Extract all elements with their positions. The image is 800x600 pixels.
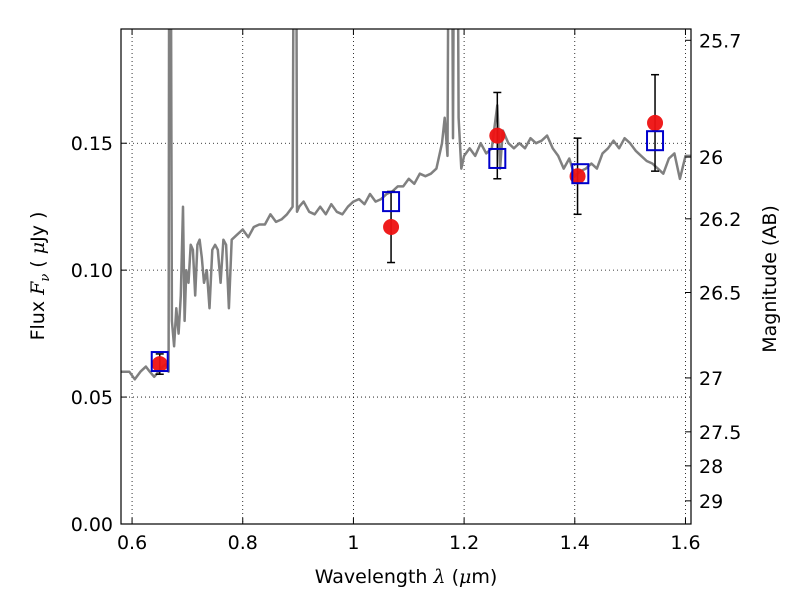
x-tick-label: 1.6 <box>670 532 700 554</box>
x-axis-label: Wavelength λ (μm) <box>315 566 498 588</box>
mag-tick-label: 26 <box>699 147 723 169</box>
x-tick-label: 1.2 <box>449 532 479 554</box>
y-axis-label: Flux Fν ( μJy ) <box>27 212 53 341</box>
x-tick-label: 1.4 <box>560 532 590 554</box>
mag-tick-label: 28 <box>699 456 723 478</box>
x-tick-label: 0.6 <box>117 532 147 554</box>
mag-tick-label: 29 <box>699 491 723 513</box>
x-tick-label: 1 <box>347 532 359 554</box>
y-tick-label: 0.00 <box>71 514 113 536</box>
model-flux-square <box>571 163 590 185</box>
x-tick-label: 0.8 <box>228 532 258 554</box>
mag-tick-label: 25.7 <box>699 30 741 52</box>
mag-tick-label: 27 <box>699 368 723 390</box>
observed-flux-point <box>569 168 586 185</box>
y-tick-label: 0.05 <box>71 387 113 409</box>
observed-flux-point <box>647 114 664 131</box>
y2-axis-label: Magnitude (AB) <box>759 205 781 353</box>
observed-flux-point <box>489 127 506 144</box>
observed-flux-point <box>383 219 400 235</box>
observed-flux-point <box>151 356 168 373</box>
model-flux-square <box>646 130 665 152</box>
plot-background <box>121 29 691 524</box>
y-tick-label: 0.15 <box>71 133 113 155</box>
mag-tick-label: 26.5 <box>699 282 741 304</box>
plot-frame <box>120 28 692 525</box>
mag-tick-label: 26.2 <box>699 209 741 231</box>
model-flux-square <box>488 147 507 169</box>
mag-tick-label: 27.5 <box>699 422 741 444</box>
model-flux-square <box>382 191 401 213</box>
y-tick-label: 0.10 <box>71 260 113 282</box>
model-flux-square <box>150 351 169 373</box>
